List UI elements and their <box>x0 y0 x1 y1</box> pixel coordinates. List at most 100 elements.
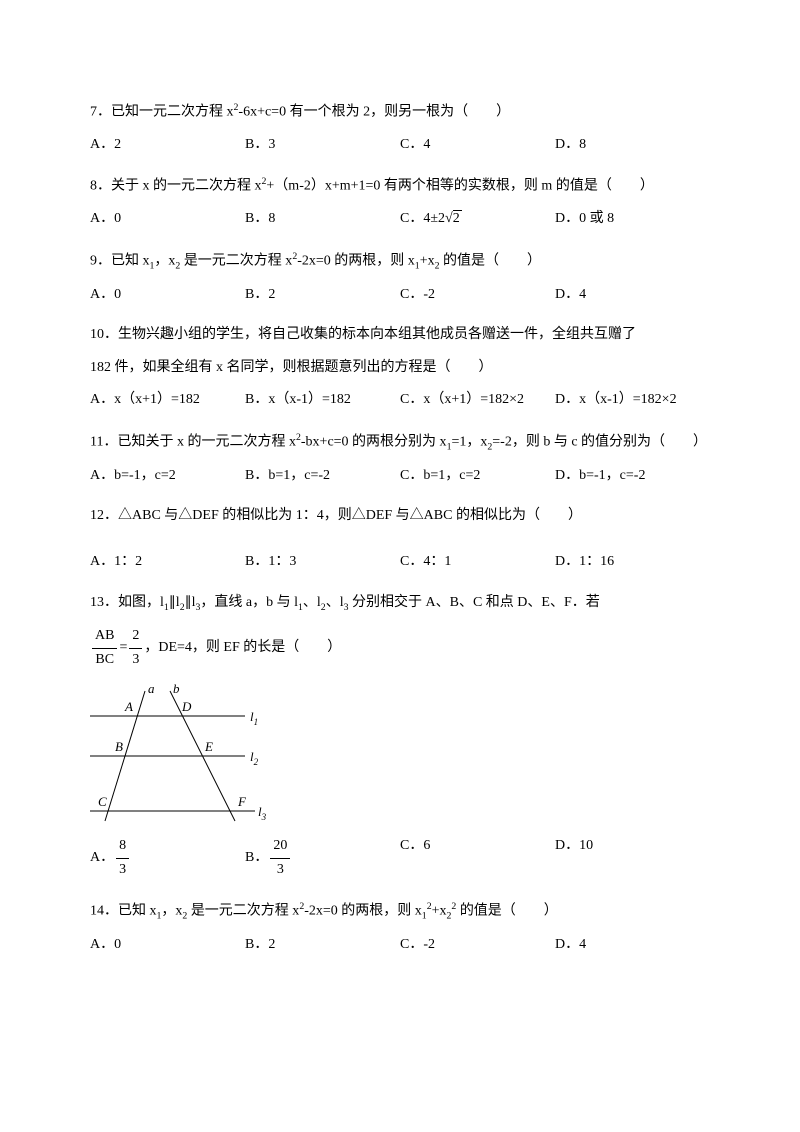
text: +x <box>420 254 435 269</box>
q13-options: A．83 B．203 C．6 D．10 <box>90 835 710 881</box>
q14-stem: 14．已知 x1，x2 是一元二次方程 x2-2x=0 的两根，则 x12+x2… <box>90 899 710 924</box>
eq: = <box>119 640 127 655</box>
option-d: D．0 或 8 <box>555 208 710 230</box>
q7-options: A．2 B．3 C．4 D．8 <box>90 134 710 156</box>
text: 是一元二次方程 x <box>187 904 299 919</box>
text: +x <box>432 904 447 919</box>
option-c: C．4±22 <box>400 208 555 230</box>
text: -2x=0 的两根，则 x <box>297 254 415 269</box>
label-E: E <box>204 739 213 754</box>
option-a: A．2 <box>90 134 245 156</box>
label-l3: l3 <box>258 804 267 822</box>
q7-stem: 7．已知一元二次方程 x2-6x+c=0 有一个根为 2，则另一根为（ ） <box>90 100 710 124</box>
text: 7．已知一元二次方程 x <box>90 105 234 120</box>
numerator: 8 <box>116 835 129 858</box>
label-F: F <box>237 794 247 809</box>
text: 8．关于 x 的一元二次方程 x <box>90 179 262 194</box>
option-b: B．x（x-1）=182 <box>245 389 400 411</box>
option-d: D．x（x-1）=182×2 <box>555 389 710 411</box>
numerator: 20 <box>270 835 290 858</box>
text: =-2，则 b 与 c 的值分别为（ ） <box>492 434 707 449</box>
option-a: A．x（x+1）=182 <box>90 389 245 411</box>
label-B: B <box>115 739 123 754</box>
opt-label: A． <box>90 850 114 865</box>
numerator: AB <box>92 625 117 648</box>
fraction: 203 <box>270 835 290 881</box>
q13-stem-line1: 13．如图，l1∥l2∥l3，直线 a，b 与 l1、l2、l3 分别相交于 A… <box>90 592 710 615</box>
question-11: 11．已知关于 x 的一元二次方程 x2-bx+c=0 的两根分别为 x1=1，… <box>90 430 710 488</box>
q11-stem: 11．已知关于 x 的一元二次方程 x2-bx+c=0 的两根分别为 x1=1，… <box>90 430 710 455</box>
option-a: A．0 <box>90 208 245 230</box>
q8-options: A．0 B．8 C．4±22 D．0 或 8 <box>90 208 710 230</box>
option-d: D．8 <box>555 134 710 156</box>
text: 分别相交于 A、B、C 和点 D、E、F．若 <box>349 595 600 610</box>
question-8: 8．关于 x 的一元二次方程 x 2 +（m-2）x+m+1=0 有两个相等的实数根… <box>90 174 710 230</box>
text: 9．已知 x <box>90 254 150 269</box>
text: -bx+c=0 的两根分别为 x <box>301 434 447 449</box>
opt-label: B． <box>245 850 268 865</box>
option-d: D．4 <box>555 934 710 956</box>
q12-stem: 12．△ABC 与△DEF 的相似比为 1：4，则△DEF 与△ABC 的相似比… <box>90 505 710 527</box>
question-9: 9．已知 x1，x2 是一元二次方程 x2-2x=0 的两根，则 x1+x2 的… <box>90 249 710 307</box>
option-c: C．x（x+1）=182×2 <box>400 389 555 411</box>
sub: 1 <box>422 910 427 921</box>
q13-stem-line2: AB BC = 2 3 ，DE=4，则 EF 的长是（ ） <box>90 625 710 671</box>
numerator: 2 <box>129 625 142 648</box>
text: ，直线 a，b 与 l <box>200 595 298 610</box>
option-c: C．4 <box>400 134 555 156</box>
option-b: B．8 <box>245 208 400 230</box>
option-d: D．10 <box>555 835 710 881</box>
question-13: 13．如图，l1∥l2∥l3，直线 a，b 与 l1、l2、l3 分别相交于 A… <box>90 592 710 881</box>
label-D: D <box>181 699 192 714</box>
q10-stem-2: 182 件，如果全组有 x 名同学，则根据题意列出的方程是（ ） <box>90 357 710 379</box>
text: C．4±2 <box>400 211 445 226</box>
text: =1，x <box>451 434 487 449</box>
option-c: C．-2 <box>400 284 555 306</box>
option-d: D．4 <box>555 284 710 306</box>
option-a: A．0 <box>90 284 245 306</box>
option-c: C．4：1 <box>400 551 555 573</box>
text: ，x <box>161 904 182 919</box>
option-c: C．b=1，c=2 <box>400 465 555 487</box>
option-d: D．1：16 <box>555 551 710 573</box>
fraction: 2 3 <box>129 625 142 671</box>
text: ∥l <box>169 595 180 610</box>
option-c: C．6 <box>400 835 555 881</box>
option-c: C．-2 <box>400 934 555 956</box>
option-b: B．2 <box>245 934 400 956</box>
fraction: AB BC <box>92 625 117 671</box>
text: 、l <box>326 595 344 610</box>
q8-stem: 8．关于 x 的一元二次方程 x2+（m-2）x+m+1=0 有两个相等的实数根… <box>90 174 710 198</box>
text: -2x=0 的两根，则 x <box>304 904 422 919</box>
text: 11．已知关于 x 的一元二次方程 x <box>90 434 296 449</box>
label-a: a <box>148 681 155 696</box>
label-b: b <box>173 681 180 696</box>
option-a: A．1：2 <box>90 551 245 573</box>
q9-stem: 9．已知 x1，x2 是一元二次方程 x2-2x=0 的两根，则 x1+x2 的… <box>90 249 710 274</box>
option-b: B．3 <box>245 134 400 156</box>
q9-options: A．0 B．2 C．-2 D．4 <box>90 284 710 306</box>
option-a: A．b=-1，c=2 <box>90 465 245 487</box>
q12-options: A．1：2 B．1：3 C．4：1 D．1：16 <box>90 551 710 573</box>
text: -6x+c=0 有一个根为 2，则另一根为（ ） <box>238 105 510 120</box>
q10-stem-1: 10．生物兴趣小组的学生，将自己收集的标本向本组其他成员各赠送一件，全组共互赠了 <box>90 324 710 346</box>
text: ，x <box>154 254 175 269</box>
denominator: 3 <box>116 859 129 881</box>
denominator: 3 <box>270 859 290 881</box>
option-a: A．0 <box>90 934 245 956</box>
option-d: D．b=-1，c=-2 <box>555 465 710 487</box>
q10-options: A．x（x+1）=182 B．x（x-1）=182 C．x（x+1）=182×2… <box>90 389 710 411</box>
sqrt-icon: 2 <box>445 208 462 230</box>
text: 的值是（ ） <box>440 254 542 269</box>
option-b: B．1：3 <box>245 551 400 573</box>
text: 的值是（ ） <box>456 904 558 919</box>
option-b: B．2 <box>245 284 400 306</box>
text: 是一元二次方程 x <box>180 254 292 269</box>
question-7: 7．已知一元二次方程 x2-6x+c=0 有一个根为 2，则另一根为（ ） A．… <box>90 100 710 156</box>
label-A: A <box>124 699 133 714</box>
text: +（m-2）x+m+1=0 有两个相等的实数根，则 m 的值是（ ） <box>266 179 653 194</box>
q13-diagram: a b A D B E C F l1 l2 l3 <box>90 681 270 831</box>
text: ∥l <box>185 595 196 610</box>
text: 14．已知 x <box>90 904 157 919</box>
label-C: C <box>98 794 107 809</box>
